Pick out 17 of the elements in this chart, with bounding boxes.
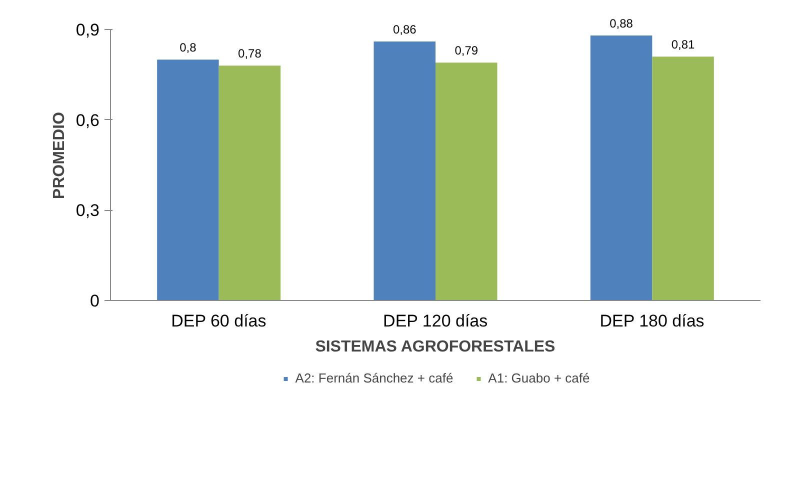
data-label: 0,88 bbox=[610, 16, 634, 30]
y-tick-label: 0 bbox=[90, 292, 100, 310]
data-label: 0,8 bbox=[180, 40, 197, 55]
x-tick-label: DEP 60 días bbox=[171, 312, 266, 330]
x-axis-title: SISTEMAS AGROFORESTALES bbox=[315, 338, 556, 356]
y-tick-label: 0,9 bbox=[76, 20, 100, 40]
data-label: 0,78 bbox=[238, 46, 262, 61]
legend-label: A2: Fernán Sánchez + café bbox=[295, 370, 454, 386]
legend-label: A1: Guabo + café bbox=[488, 370, 590, 386]
data-label: 0,79 bbox=[454, 44, 478, 58]
x-tick-label: DEP 120 días bbox=[383, 312, 488, 330]
y-tick-label: 0,6 bbox=[76, 110, 100, 130]
x-tick-label: DEP 180 días bbox=[600, 312, 704, 330]
data-label: 0,86 bbox=[392, 22, 417, 37]
y-tick-label: 0,3 bbox=[76, 201, 100, 220]
y-axis-title: PROMEDIO bbox=[50, 112, 68, 200]
data-label: 0,81 bbox=[671, 38, 696, 52]
